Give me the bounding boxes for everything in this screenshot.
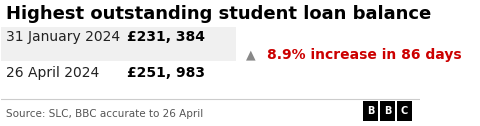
Text: ▲: ▲ — [246, 49, 256, 61]
Bar — [380, 101, 395, 121]
Text: 8.9% increase in 86 days: 8.9% increase in 86 days — [267, 48, 462, 62]
Text: £231, 384: £231, 384 — [127, 29, 205, 43]
Text: B: B — [367, 106, 374, 116]
Bar — [1, 27, 236, 60]
Bar — [397, 101, 412, 121]
Text: £251, 983: £251, 983 — [127, 67, 205, 81]
Text: 31 January 2024: 31 January 2024 — [6, 29, 120, 43]
Text: C: C — [401, 106, 408, 116]
Text: B: B — [384, 106, 391, 116]
Text: Source: SLC, BBC accurate to 26 April: Source: SLC, BBC accurate to 26 April — [6, 108, 203, 119]
Text: Highest outstanding student loan balance: Highest outstanding student loan balance — [6, 5, 431, 23]
Bar — [1, 60, 236, 94]
Bar — [363, 101, 378, 121]
Text: 26 April 2024: 26 April 2024 — [6, 67, 99, 81]
